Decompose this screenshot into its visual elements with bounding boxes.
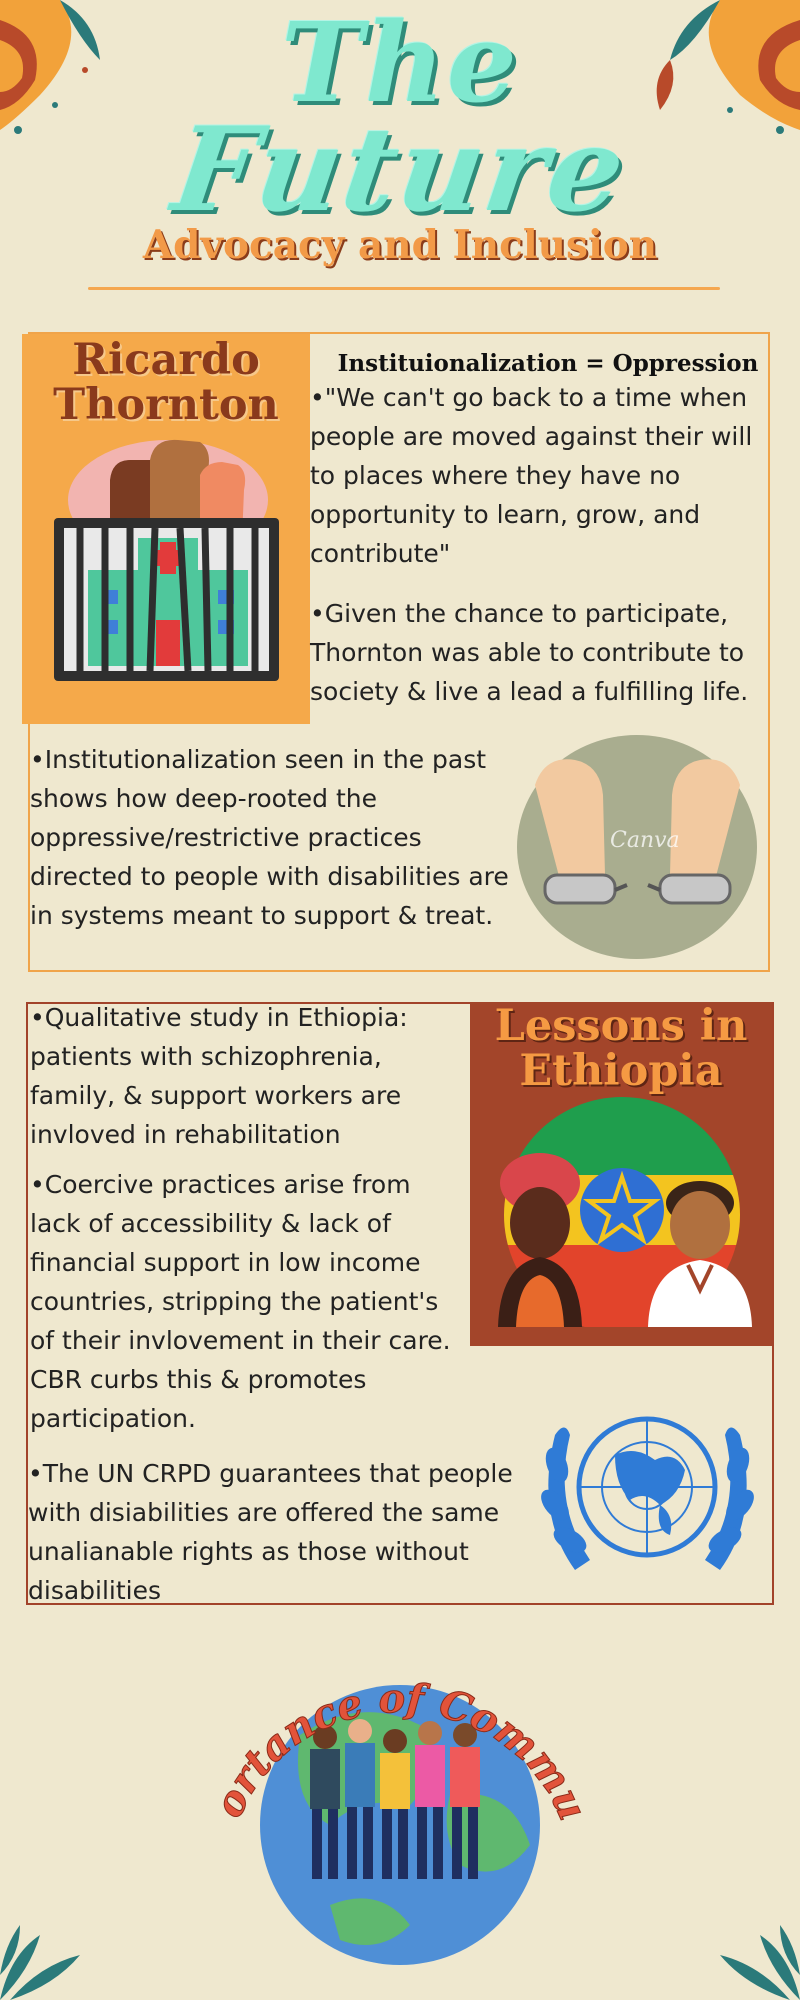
floral-corner-top-right: [656, 0, 800, 134]
ethiopia-study-bullet: •Qualitative study in Ethiopia: patients…: [30, 1003, 408, 1149]
community-title-text: Importance of Community: [210, 1618, 590, 1827]
leaf-corner-bottom-left: [0, 1925, 80, 2000]
institutionalization-past-bullet: •Institutionalization seen in the past s…: [30, 745, 509, 930]
ethiopia-title-line2: Ethiopia: [519, 1046, 723, 1097]
canva-watermark: Canva: [610, 828, 680, 853]
leaf-corner-bottom-right: [720, 1925, 800, 2000]
ethiopia-flag-people-illustration: [498, 1097, 752, 1327]
institutionalization-heading: Instituionalization = Oppression: [337, 350, 759, 377]
section-ethiopia: [26, 1002, 774, 1605]
community-globe-illustration: [260, 1685, 540, 1965]
page-title-line2: Future: [165, 102, 635, 238]
broken-handcuffs-illustration: [517, 735, 757, 959]
importance-of-community-title: Importance of Community: [210, 1618, 590, 1827]
header-divider: [88, 287, 720, 290]
un-emblem-icon: [541, 1416, 754, 1570]
floral-corner-top-left: [0, 0, 100, 134]
ricardo-title-line2: Thornton: [53, 380, 279, 431]
un-crpd-bullet: •The UN CRPD guarantees that people with…: [28, 1459, 513, 1605]
lessons-in-ethiopia-title: Lessons in Ethiopia: [470, 1001, 772, 1097]
ricardo-title-line1: Ricardo: [72, 335, 260, 385]
thornton-participation-bullet: •Given the chance to participate, Thornt…: [310, 599, 749, 706]
thornton-quote-bullet: •"We can't go back to a time when people…: [310, 383, 753, 568]
page-subtitle: Advocacy and Inclusion: [142, 222, 658, 268]
coercive-practices-bullet: •Coercive practices arise from lack of a…: [30, 1170, 451, 1433]
svg-text:Importance of Community: Importance of Community: [210, 1618, 590, 1827]
ricardo-thornton-title: Ricardo Thornton: [22, 335, 310, 431]
ethiopia-title-line1: Lessons in: [494, 1001, 748, 1051]
page-title-line1: The: [281, 0, 519, 127]
caged-hospital-illustration: [54, 439, 279, 681]
